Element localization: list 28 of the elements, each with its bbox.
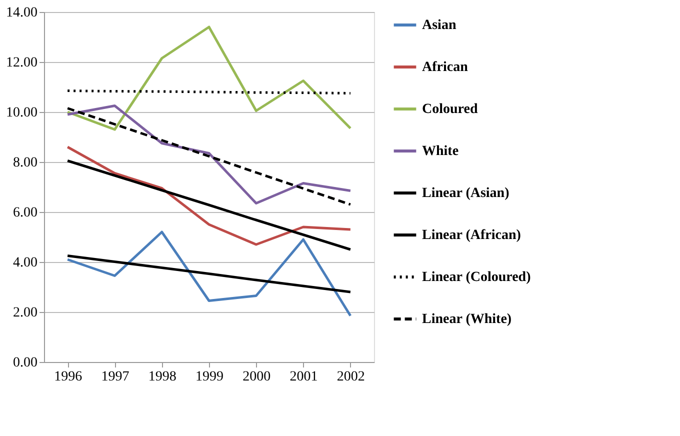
y-tick-label: 10.00 [6,106,38,120]
line-series [66,146,352,246]
y-tick-label: 12.00 [6,56,38,70]
legend-label: Linear (African) [422,228,522,243]
line-series [66,160,352,251]
line-series [66,26,352,131]
y-tick-label: 6.00 [13,206,38,220]
legend-label: Coloured [422,102,478,117]
line-series [66,230,352,317]
x-tick-label: 1997 [101,370,130,384]
x-tick-label: 1999 [196,370,224,384]
x-tick-label: 2000 [242,370,271,384]
legend-label: Linear (White) [422,312,512,327]
x-tick-label: 2001 [290,370,318,384]
x-tick-label: 1996 [54,370,82,384]
legend-label: Asian [422,18,456,33]
y-tick-label: 14.00 [6,6,38,20]
legend-label: Linear (Coloured) [422,270,532,285]
x-tick-label: 2002 [336,370,365,384]
y-tick-label: 0.00 [13,356,38,370]
y-tick-label: 2.00 [13,306,38,320]
line-series [66,254,352,294]
x-tick-label: 1998 [148,370,176,384]
legend-label: White [422,144,459,159]
legend-label: Linear (Asian) [422,186,510,201]
legend-label: African [422,60,468,75]
y-tick-label: 4.00 [13,256,38,270]
y-tick-label: 8.00 [13,156,38,170]
